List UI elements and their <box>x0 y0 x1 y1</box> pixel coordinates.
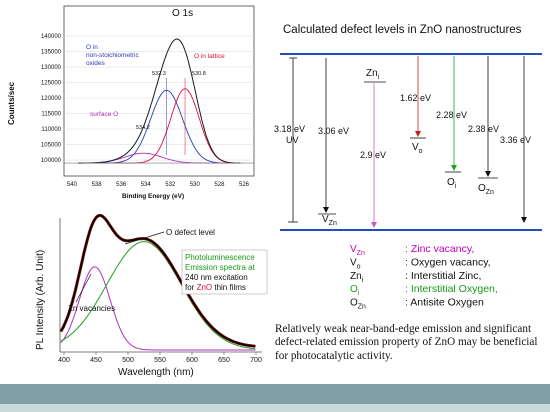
legend-description: : Antisite Oxygen <box>405 297 484 309</box>
level-zni-label: Zni <box>366 68 380 81</box>
label-238: 2.38 eV <box>468 124 499 134</box>
xps-x-tick-label: 534 <box>141 182 152 188</box>
xps-x-tick-label: 530 <box>190 182 201 188</box>
label-uv: UV <box>286 135 299 145</box>
xps-y-tick-label: 110000 <box>41 127 61 133</box>
pl-x-tick-label: 700 <box>250 357 262 364</box>
legend-description: : Oxygen vacancy, <box>405 256 491 268</box>
xps-gridlines <box>64 35 254 161</box>
arrowhead-228 <box>451 165 457 171</box>
xps-plot-frame <box>63 5 255 177</box>
xps-y-tick-label: 135000 <box>41 50 62 56</box>
pl-x-tick-label: 600 <box>186 357 198 364</box>
xps-peak-530-8: 530.8 <box>192 71 206 77</box>
xps-x-tick-label: 540 <box>67 182 78 188</box>
label-29: 2.9 eV <box>360 150 386 160</box>
pl-info-line-1: Photoluminescence <box>185 253 255 262</box>
arrowhead-29 <box>371 222 377 228</box>
xps-curve-envelope <box>78 38 241 164</box>
legend-description: : Interstitial Zinc, <box>405 270 481 282</box>
pl-info-prefix: for <box>185 283 197 292</box>
xps-label-lattice: O in lattice <box>194 53 225 60</box>
pl-x-tick-label: 500 <box>122 357 134 364</box>
pl-defect-leader <box>124 231 165 245</box>
xps-label-nonstoich-3: oxides <box>86 60 106 67</box>
pl-curves <box>59 214 256 351</box>
footer-strip <box>0 404 550 412</box>
arrowhead-306 <box>323 207 329 213</box>
pl-info-line-2: Emission spectra at <box>185 263 256 272</box>
xps-x-tick-label: 538 <box>92 182 103 188</box>
legend-description: : Zinc vacancy, <box>405 243 474 255</box>
pl-info-zno: ZnO <box>197 283 213 292</box>
xps-y-tick-label: 120000 <box>41 96 62 102</box>
xps-x-tick-label: 526 <box>239 182 250 188</box>
pl-x-tick-label: 550 <box>154 357 166 364</box>
xps-title: O 1s <box>172 8 193 19</box>
footer-bar <box>0 384 550 404</box>
pl-panel: PL Intensity (Arb. Unit) Wavelength (nm)… <box>35 214 268 378</box>
pl-y-axis-label: PL Intensity (Arb. Unit) <box>35 250 46 350</box>
legend-symbol: Vo <box>350 257 361 270</box>
xps-y-tick-label: 130000 <box>41 65 62 71</box>
xps-y-tick-label: 100000 <box>41 158 62 164</box>
pl-info-suffix: thin films <box>212 283 246 292</box>
xps-x-ticks: 540 538 536 534 532 530 528 526 <box>67 182 250 188</box>
defect-title: Calculated defect levels in ZnO nanostru… <box>283 24 522 36</box>
label-162: 1.62 eV <box>400 93 431 103</box>
defect-legend: VZn : Zinc vacancy, Vo : Oxygen vacancy, Zni… <box>350 243 498 311</box>
label-318: 3.18 eV <box>274 124 305 134</box>
pl-zn-leader <box>75 273 92 303</box>
pl-x-tick-label: 450 <box>90 357 102 364</box>
arrowhead-162 <box>415 131 421 137</box>
level-vo-label: Vo <box>412 142 423 155</box>
pl-x-ticks: 400 450 500 550 600 650 700 <box>58 352 262 364</box>
xps-curves <box>64 38 254 164</box>
pl-info-line-3: 240 nm excitation <box>185 273 248 282</box>
pl-x-axis-label: Wavelength (nm) <box>118 367 194 378</box>
pl-curve-zn-vacancy <box>60 266 256 351</box>
xps-y-tick-label: 115000 <box>41 112 61 118</box>
pl-info-line-4: for ZnO thin films <box>185 283 246 292</box>
pl-curve-fit <box>60 214 256 347</box>
summary-note: Relatively weak near-band-edge emission … <box>275 323 538 362</box>
legend-symbol: Oi <box>350 284 360 297</box>
defect-diagram: Calculated defect levels in ZnO nanostru… <box>274 24 542 231</box>
xps-peak-534-2: 534.2 <box>136 125 150 131</box>
label-228: 2.28 eV <box>436 110 467 120</box>
xps-y-axis-label: Counts/sec <box>7 81 16 125</box>
label-336: 3.36 eV <box>500 135 531 145</box>
level-vzn-label: VZn <box>322 214 337 227</box>
legend-symbol: VZn <box>350 244 365 257</box>
xps-peak-532-3: 532.3 <box>152 71 166 77</box>
pl-x-tick-label: 400 <box>58 357 70 364</box>
xps-y-tick-label: 105000 <box>41 143 62 149</box>
pl-x-tick-label: 650 <box>218 357 230 364</box>
level-oi-label: Oi <box>447 177 457 190</box>
xps-label-nonstoich-1: O in <box>86 44 98 51</box>
legend-description: : Interstitial Oxygen, <box>405 283 498 295</box>
legend-symbol: OZn <box>350 298 366 311</box>
xps-y-ticks: 140000 135000 130000 125000 120000 115000 1100… <box>41 34 62 164</box>
xps-label-surface: surface O <box>90 111 118 118</box>
arrowhead-238 <box>485 171 491 177</box>
pl-curve-o-defect <box>60 241 256 350</box>
arrowhead-336 <box>521 217 527 223</box>
legend-symbol: Zni <box>350 271 364 284</box>
level-ozn-label: OZn <box>478 183 494 196</box>
xps-x-tick-label: 536 <box>116 182 127 188</box>
pl-info-box <box>181 249 268 295</box>
label-306: 3.06 eV <box>318 126 349 136</box>
pl-defect-label: O defect level <box>166 228 215 237</box>
xps-panel: O 1s Counts/sec Binding Energy (eV) 1400… <box>7 5 255 200</box>
xps-x-axis-label: Binding Energy (eV) <box>122 193 184 200</box>
xps-y-tick-label: 140000 <box>41 34 62 40</box>
xps-x-tick-label: 528 <box>214 182 225 188</box>
pl-zn-label: Zn vacancies <box>68 304 115 313</box>
xps-x-tick-label: 532 <box>165 182 176 188</box>
xps-y-tick-label: 125000 <box>41 81 62 87</box>
xps-label-nonstoich-2: non-stoichiometric <box>86 52 139 59</box>
